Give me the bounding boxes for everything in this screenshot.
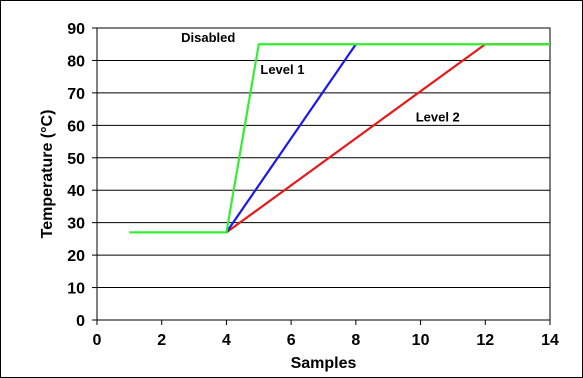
x-tick-label: 4 bbox=[222, 332, 231, 349]
y-axis-title: Temperature (°C) bbox=[39, 110, 56, 239]
y-tick-label: 90 bbox=[67, 21, 85, 38]
x-tick-label: 12 bbox=[476, 332, 494, 349]
y-tick-label: 80 bbox=[67, 53, 85, 70]
x-axis-title: Samples bbox=[291, 355, 357, 372]
series-layer bbox=[129, 43, 550, 234]
y-tick-label: 50 bbox=[67, 151, 85, 168]
series-line-level-1 bbox=[225, 43, 357, 234]
x-tick-label: 6 bbox=[287, 332, 296, 349]
x-tick-label: 14 bbox=[541, 332, 559, 349]
x-tick-label: 10 bbox=[412, 332, 430, 349]
x-tick-label: 2 bbox=[157, 332, 166, 349]
annotation-disabled: Disabled bbox=[181, 30, 235, 45]
y-tick-label: 10 bbox=[67, 281, 85, 298]
plot-area bbox=[96, 27, 551, 321]
y-tick-label: 40 bbox=[67, 183, 85, 200]
x-tick-label: 0 bbox=[93, 332, 102, 349]
y-tick-label: 70 bbox=[67, 86, 85, 103]
y-tick-label: 30 bbox=[67, 216, 85, 233]
series-line-disabled bbox=[129, 43, 550, 234]
annotation-level-1: Level 1 bbox=[260, 62, 304, 77]
x-tick-label: 8 bbox=[351, 332, 360, 349]
y-axis-ticks: 0 10 20 30 40 50 60 70 80 90 bbox=[67, 21, 97, 330]
annotation-level-2: Level 2 bbox=[416, 109, 460, 124]
y-tick-label: 20 bbox=[67, 248, 85, 265]
x-axis-ticks: 0 2 4 6 8 10 12 14 bbox=[93, 320, 559, 349]
y-tick-label: 60 bbox=[67, 118, 85, 135]
y-tick-label: 0 bbox=[76, 313, 85, 330]
grid-lines bbox=[97, 27, 550, 321]
